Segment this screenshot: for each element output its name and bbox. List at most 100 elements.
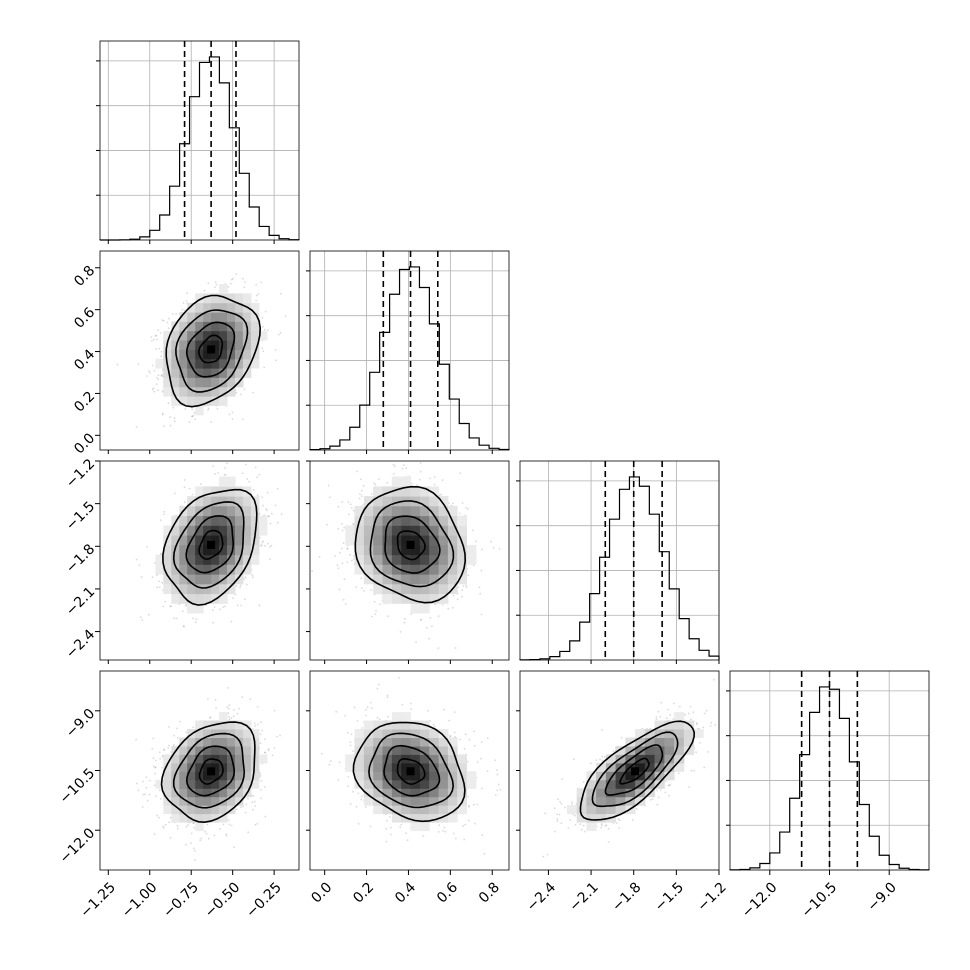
density-cell [211,377,220,388]
density-cell [250,321,260,332]
density-cell [363,554,374,565]
scatter-point [207,282,210,285]
density-cell [235,535,244,546]
density-cell [227,368,236,378]
density-cell [235,330,244,341]
density-cell [242,515,252,526]
density-cell [219,583,228,595]
scatter-point [440,493,443,496]
density-cell [219,321,228,332]
density-cell [457,554,467,565]
scatter-point [173,420,176,423]
density-cell [195,312,204,322]
scatter-point [158,586,161,589]
density-cell [179,312,188,322]
density-cell [242,535,252,546]
scatter-point [160,374,163,377]
density-cell [391,554,402,565]
density-cell [203,583,212,595]
density-cell [203,293,212,304]
scatter-point [401,467,404,470]
scatter-point [437,615,440,618]
scatter-point [235,391,238,394]
density-cell [219,396,228,406]
density-cell [195,564,204,575]
panel-frame [309,460,510,661]
density-cell [203,505,212,517]
density-cell [250,302,260,313]
density-cell [219,293,228,304]
density-cell [242,496,252,507]
scatter-point [352,558,355,560]
scatter-point [183,479,186,481]
scatter-point [240,806,242,808]
scatter-point [259,544,262,547]
scatter-point [362,484,365,487]
scatter-point [255,284,257,286]
density-cell [195,377,204,388]
density-cell [219,535,228,546]
density-cell [211,544,220,556]
scatter-point [191,493,194,496]
scatter-point [454,647,457,649]
scatter-point [162,320,165,322]
density-cell [466,554,477,565]
scatter-point [236,604,239,607]
scatter-point [231,411,234,414]
scatter-point [341,562,344,565]
density-cell [410,564,421,575]
scatter-point [346,547,349,550]
scatter-point [261,347,264,350]
scatter-point [194,418,197,420]
scatter-point [452,606,454,609]
scatter-point [168,317,170,320]
density-cell [235,340,244,350]
scatter-point [416,484,418,487]
scatter-point [177,827,179,830]
density-cell [242,368,252,378]
scatter-point [361,587,363,590]
scatter-point [142,780,145,783]
scatter-point [187,824,190,827]
density-cell [211,293,220,304]
density-cell [235,358,244,369]
density-cell [391,593,402,604]
density-cell [227,544,236,556]
scatter-point [429,617,432,619]
scatter-point [186,292,189,294]
scatter-point [236,712,239,715]
scatter-point [344,603,347,605]
scatter-point [155,338,158,341]
density-cell [179,377,188,388]
hist-panel-1 [96,40,300,241]
density-cell [219,302,228,313]
density-cell [163,544,172,556]
density-cell [211,321,220,332]
density-cell [410,574,421,585]
scatter-point [415,641,417,643]
scatter-point [459,472,462,474]
density-cell [203,574,212,585]
scatter-point [161,582,164,584]
scatter-point [244,576,247,579]
scatter-point [155,348,158,350]
scatter-point [151,339,153,342]
density-cell [242,312,252,322]
density-cell [211,535,220,546]
scatter-point [265,508,267,510]
density-cell [179,340,188,350]
scatter-point [275,359,277,362]
scatter-point [352,523,355,526]
scatter-point [392,463,395,466]
scatter-point [256,494,259,497]
density-cell [354,535,365,546]
density-cell [382,564,393,575]
scatter-point [212,465,215,467]
hist-step-line [519,476,720,661]
density-cell [382,505,393,517]
scatter-point [252,391,254,394]
scatter-point [171,313,174,315]
scatter-point [405,467,408,470]
density-cell [391,544,402,556]
scatter-point [262,540,264,543]
